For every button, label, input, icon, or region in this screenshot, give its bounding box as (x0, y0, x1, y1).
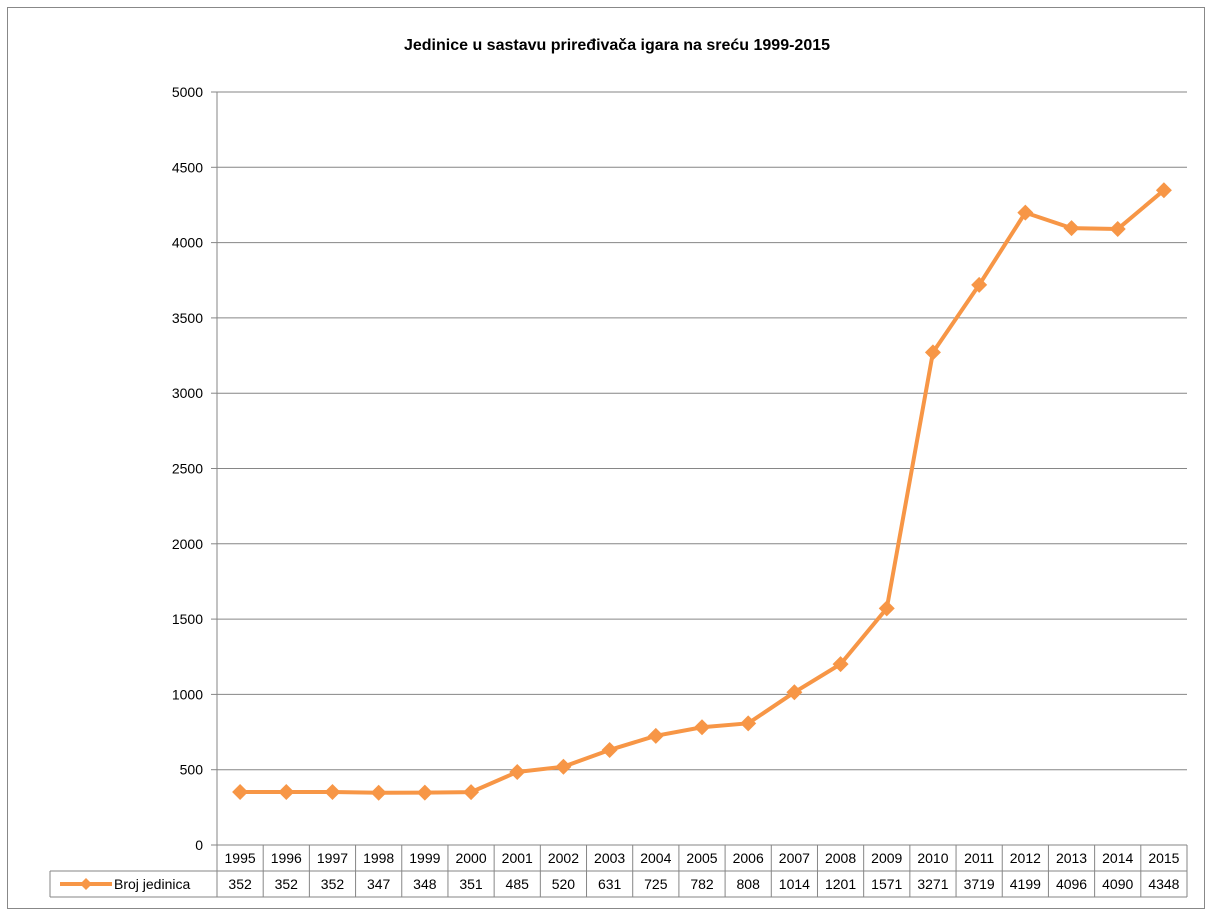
y-tick-label: 5000 (172, 84, 203, 100)
chart-title: Jedinice u sastavu priređivača igara na … (404, 37, 830, 54)
data-label: 1571 (871, 876, 902, 892)
x-tick-label: 2010 (917, 850, 948, 866)
data-table: 1995 352 1996 352 1997 352 1998 347 1999 348 2000 3… (49, 844, 1188, 898)
data-point (832, 656, 849, 673)
y-axis: 0 500 1000 1500 2000 2500 3000 3500 4000 4500 5000 (172, 84, 218, 897)
data-label: 4199 (1010, 876, 1041, 892)
data-label: 485 (506, 876, 530, 892)
data-point (924, 344, 941, 361)
y-tick-label: 3500 (172, 310, 203, 326)
data-point (232, 783, 249, 800)
data-point (324, 783, 341, 800)
data-point (971, 276, 988, 293)
data-point (1063, 220, 1080, 237)
data-label: 347 (367, 876, 391, 892)
data-label: 4096 (1056, 876, 1087, 892)
data-point (694, 719, 710, 736)
data-point (878, 600, 895, 617)
data-label: 3271 (917, 876, 948, 892)
data-point (416, 784, 433, 801)
data-point (647, 727, 664, 744)
x-tick-label: 1997 (317, 850, 348, 866)
y-tick-label: 1500 (172, 611, 203, 627)
data-point (601, 741, 618, 758)
data-label: 631 (598, 876, 622, 892)
x-tick-label: 1996 (271, 850, 302, 866)
gridlines (217, 91, 1187, 771)
x-tick-label: 2002 (548, 850, 579, 866)
x-tick-label: 2000 (455, 850, 486, 866)
x-tick-label: 2005 (686, 850, 717, 866)
y-tick-label: 2000 (172, 536, 203, 552)
x-tick-label: 1999 (409, 850, 440, 866)
y-tick-label: 4000 (172, 235, 203, 251)
x-tick-label: 2007 (779, 850, 810, 866)
data-label: 348 (413, 876, 437, 892)
data-label: 782 (690, 876, 714, 892)
data-point (278, 783, 295, 800)
x-tick-label: 2003 (594, 850, 625, 866)
legend-label: Broj jedinica (114, 876, 190, 892)
series-line (240, 188, 1166, 795)
legend-marker (80, 878, 92, 890)
y-tick-label: 3000 (172, 385, 203, 401)
x-tick-label: 2012 (1010, 850, 1041, 866)
series-broj-jedinica (232, 182, 1172, 801)
data-point (740, 715, 757, 732)
data-label: 520 (552, 876, 576, 892)
data-point (555, 758, 572, 775)
y-tick-label: 4500 (172, 159, 203, 175)
chart-frame (7, 7, 1205, 909)
data-point (463, 784, 480, 801)
x-tick-label: 2015 (1148, 850, 1179, 866)
x-tick-label: 2013 (1056, 850, 1087, 866)
x-tick-label: 2014 (1102, 850, 1133, 866)
data-label: 4348 (1148, 876, 1179, 892)
data-label: 808 (737, 876, 761, 892)
y-tick-label: 0 (195, 837, 203, 853)
x-tick-label: 2004 (640, 850, 671, 866)
x-tick-label: 2008 (825, 850, 856, 866)
data-label: 725 (644, 876, 668, 892)
data-label: 1014 (779, 876, 810, 892)
data-label: 352 (275, 876, 299, 892)
data-point (786, 684, 803, 701)
data-label: 351 (459, 876, 483, 892)
data-label: 1201 (825, 876, 856, 892)
data-point (1109, 221, 1126, 238)
x-tick-label: 2006 (733, 850, 764, 866)
x-tick-label: 2009 (871, 850, 902, 866)
data-label: 352 (321, 876, 345, 892)
data-point (509, 763, 526, 780)
data-point (1017, 204, 1034, 221)
data-label: 4090 (1102, 876, 1133, 892)
x-tick-label: 1995 (225, 850, 256, 866)
y-tick-label: 2500 (172, 461, 203, 477)
data-label: 3719 (964, 876, 995, 892)
x-tick-label: 1998 (363, 850, 394, 866)
y-tick-label: 1000 (172, 686, 203, 702)
y-tick-label: 500 (180, 762, 204, 778)
x-tick-label: 2001 (502, 850, 533, 866)
data-label: 352 (228, 876, 252, 892)
x-tick-label: 2011 (964, 850, 994, 866)
data-point (370, 784, 387, 801)
data-point (1155, 182, 1172, 199)
